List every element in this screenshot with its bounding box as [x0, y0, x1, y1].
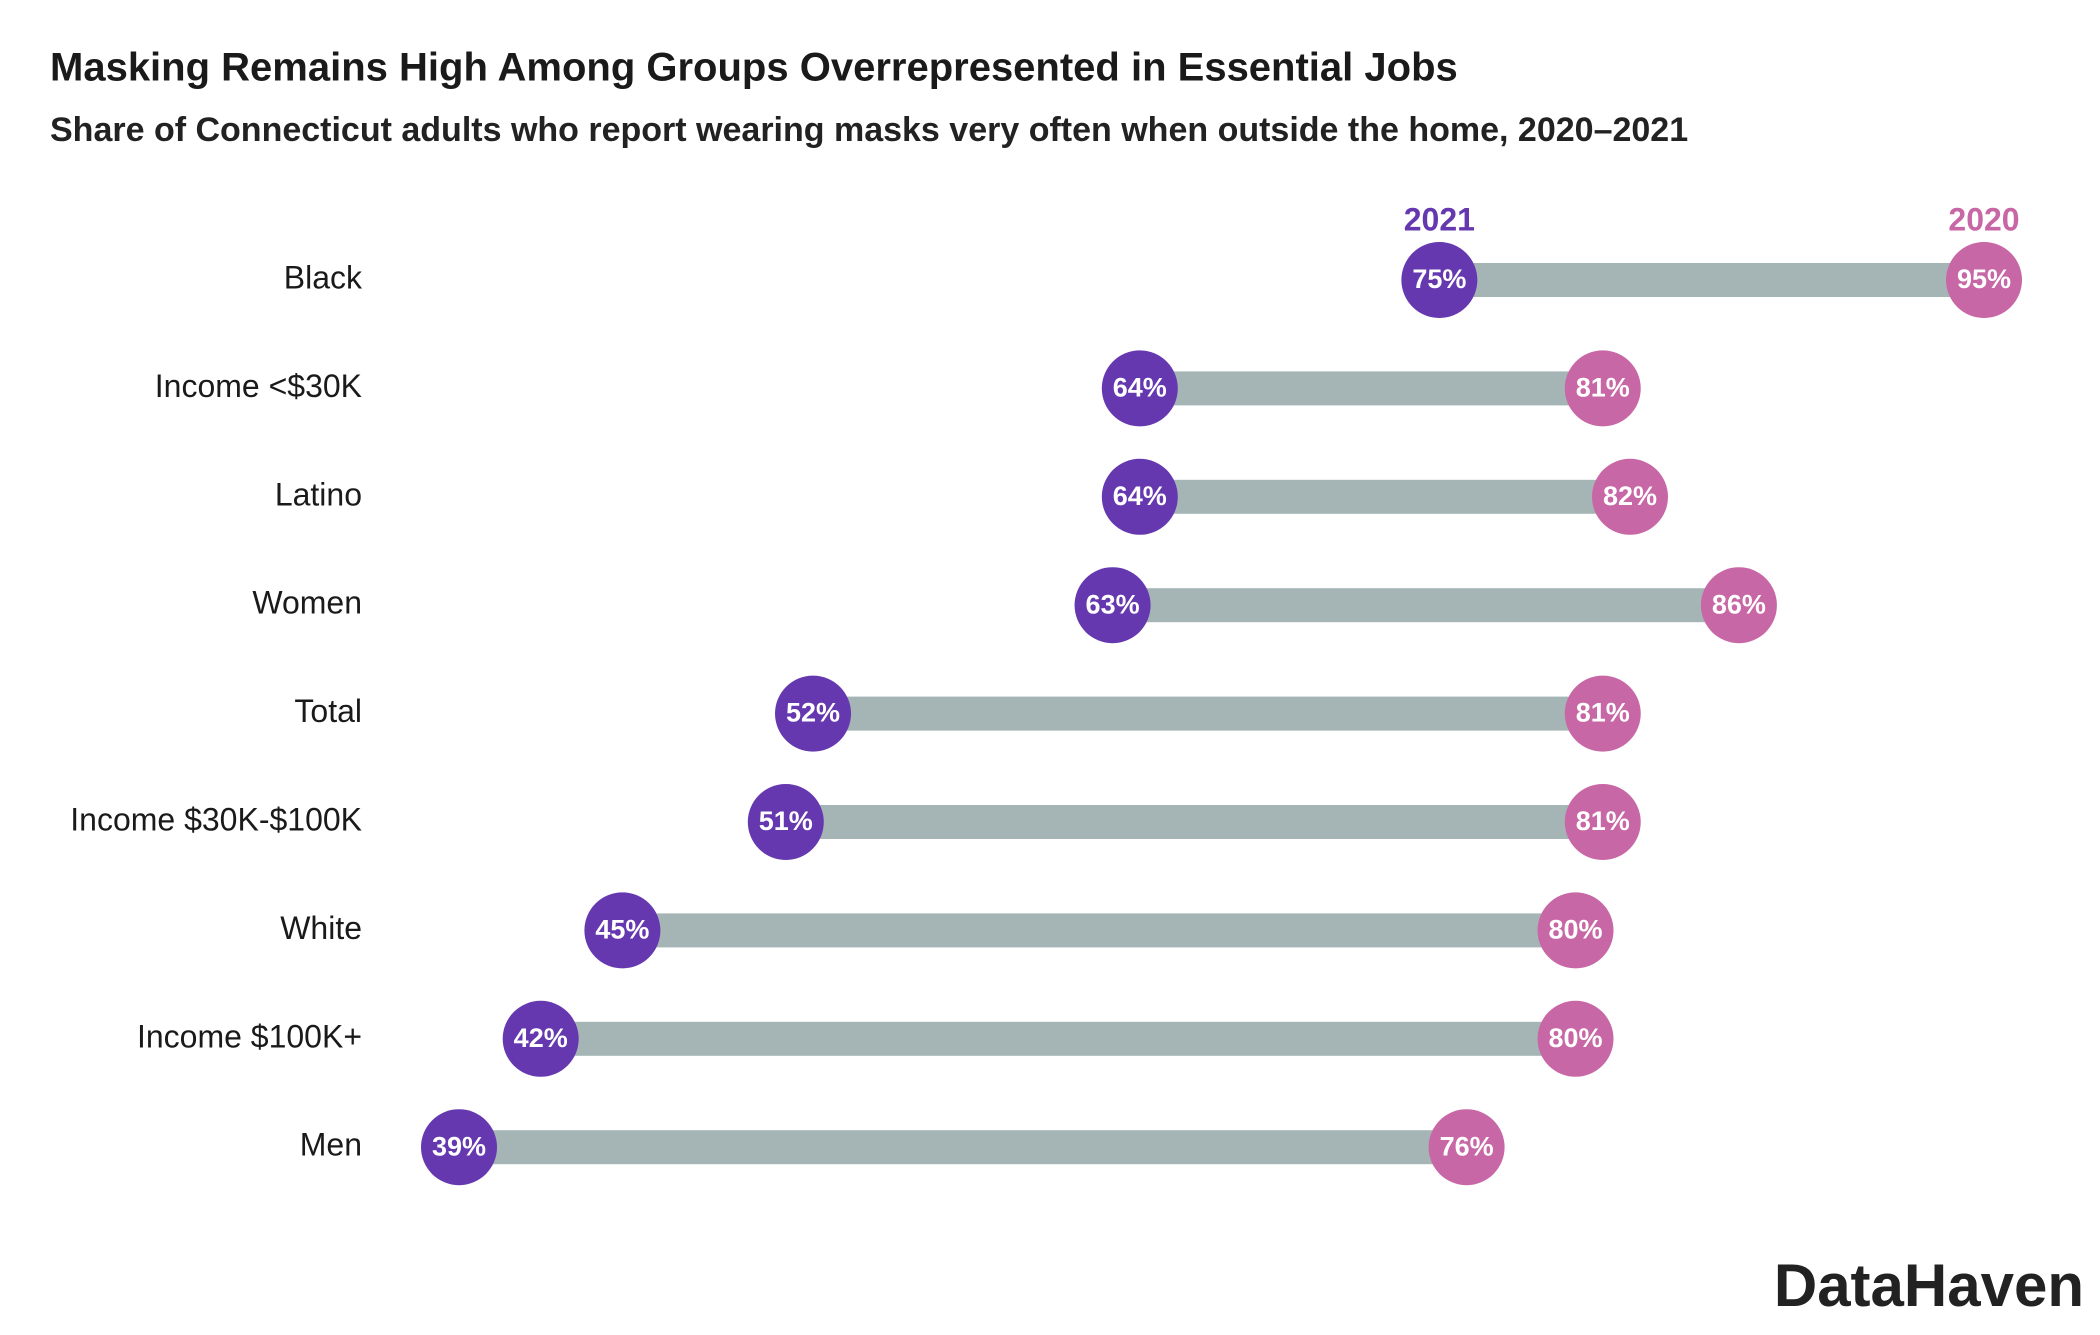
dot — [1537, 892, 1614, 969]
value-label: 75% — [1412, 264, 1466, 294]
value-label: 39% — [432, 1131, 486, 1161]
value-label: 76% — [1440, 1131, 1494, 1161]
value-label: 81% — [1576, 373, 1630, 403]
category-label: Total — [294, 693, 362, 729]
connector-bar — [540, 1021, 1576, 1056]
value-label: 64% — [1113, 373, 1167, 403]
value-label: 80% — [1548, 915, 1602, 945]
dot — [747, 784, 824, 860]
category-label: Latino — [275, 476, 362, 512]
value-label: 95% — [1957, 264, 2011, 294]
dot — [1074, 567, 1151, 644]
chart-title: Masking Remains High Among Groups Overre… — [50, 46, 1458, 90]
connector-bar — [622, 913, 1576, 948]
dot — [1101, 350, 1178, 427]
connector-bar — [1112, 588, 1739, 623]
dot — [502, 1000, 579, 1077]
dot — [1564, 350, 1641, 427]
dot — [1564, 784, 1641, 860]
dot — [1564, 675, 1641, 752]
dot — [775, 675, 852, 752]
category-label: Income $100K+ — [137, 1018, 362, 1054]
value-label: 63% — [1086, 589, 1140, 619]
category-label: Men — [300, 1127, 362, 1163]
dot — [421, 1109, 497, 1186]
dot — [1101, 458, 1178, 535]
category-label: Income <$30K — [155, 368, 362, 404]
value-label: 80% — [1548, 1023, 1602, 1053]
dot — [1428, 1109, 1505, 1186]
connector-bar — [1139, 371, 1603, 406]
dot — [1700, 567, 1777, 644]
value-label: 51% — [759, 806, 813, 836]
category-label: Black — [284, 259, 363, 295]
dot — [1591, 458, 1668, 535]
category-label: White — [280, 910, 362, 946]
dot — [584, 892, 661, 969]
connector-bar — [1139, 479, 1630, 514]
connector-bar — [813, 696, 1603, 731]
value-label: 45% — [595, 915, 649, 945]
value-label: 86% — [1712, 589, 1766, 619]
category-label: Women — [252, 585, 362, 621]
category-label: Income $30K-$100K — [70, 801, 362, 837]
chart-subtitle: Share of Connecticut adults who report w… — [50, 111, 1688, 149]
value-label: 42% — [514, 1023, 568, 1053]
value-label: 81% — [1576, 698, 1630, 728]
dot — [1537, 1000, 1614, 1077]
value-label: 64% — [1113, 481, 1167, 511]
connector-bar — [1439, 263, 1984, 297]
legend-label: 2021 — [1404, 201, 1475, 237]
brand: DataHaven — [1774, 1252, 2084, 1319]
dot — [1946, 242, 2022, 318]
connector-bar — [459, 1130, 1467, 1165]
value-label: 52% — [786, 698, 840, 728]
value-label: 81% — [1576, 806, 1630, 836]
value-label: 82% — [1603, 481, 1657, 511]
legend-label: 2020 — [1948, 201, 2019, 237]
connector-bar — [785, 805, 1603, 839]
dot — [1401, 242, 1478, 318]
